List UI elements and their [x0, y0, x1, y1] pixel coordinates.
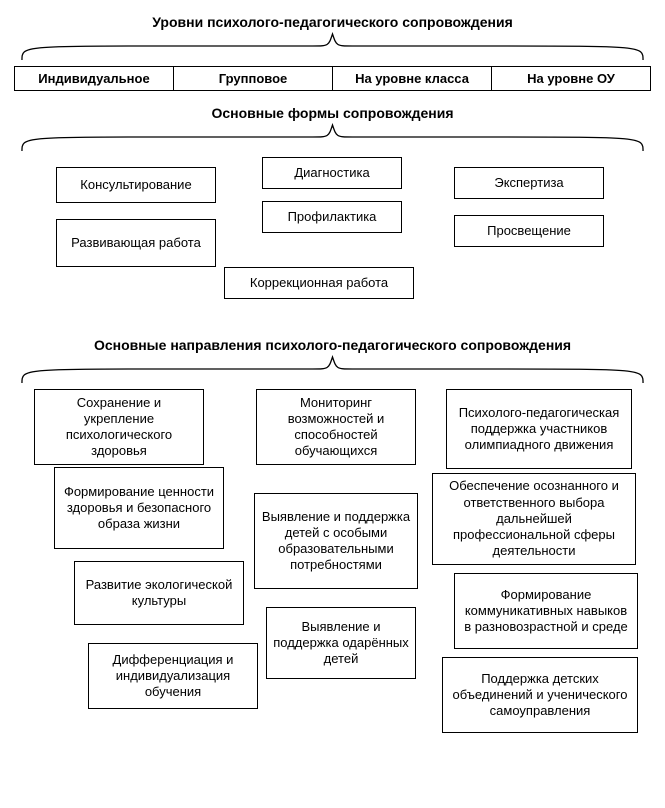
- brace-icon: [14, 123, 651, 153]
- dir-box-6: Выявление и поддержка детей с особыми об…: [254, 493, 418, 589]
- box-correct: Коррекционная работа: [224, 267, 414, 299]
- box-devwork: Развивающая работа: [56, 219, 216, 267]
- directions-zone: Сохранение и укрепление психологического…: [14, 389, 651, 769]
- level-cell-1: Индивидуальное: [15, 67, 174, 90]
- level-cell-2: Групповое: [174, 67, 333, 90]
- dir-box-1: Сохранение и укрепление психологического…: [34, 389, 204, 465]
- forms-zone: Консультирование Развивающая работа Диаг…: [14, 157, 651, 327]
- dir-box-3: Развитие экологической культуры: [74, 561, 244, 625]
- levels-row: Индивидуальное Групповое На уровне класс…: [14, 66, 651, 91]
- dir-box-10: Формирование коммуникативных навыков в р…: [454, 573, 638, 649]
- brace-3: [14, 355, 651, 385]
- dir-box-4: Дифференциация и индивидуализация обучен…: [88, 643, 258, 709]
- dir-box-2: Формирование ценности здоровья и безопас…: [54, 467, 224, 549]
- box-diagnost: Диагностика: [262, 157, 402, 189]
- dir-box-11: Поддержка детских объединений и ученичес…: [442, 657, 638, 733]
- brace-1: [14, 32, 651, 62]
- dir-box-7: Выявление и поддержка одарённых детей: [266, 607, 416, 679]
- section1-title: Уровни психолого-педагогического сопрово…: [14, 14, 651, 30]
- level-cell-3: На уровне класса: [333, 67, 492, 90]
- brace-2: [14, 123, 651, 153]
- box-prophyl: Профилактика: [262, 201, 402, 233]
- dir-box-5: Мониторинг возможностей и способностей о…: [256, 389, 416, 465]
- brace-icon: [14, 32, 651, 62]
- box-enlight: Просвещение: [454, 215, 604, 247]
- section2-title: Основные формы сопровождения: [14, 105, 651, 121]
- box-consult: Консультирование: [56, 167, 216, 203]
- dir-box-8: Психолого-педагогическая поддержка участ…: [446, 389, 632, 469]
- brace-icon: [14, 355, 651, 385]
- level-cell-4: На уровне ОУ: [492, 67, 650, 90]
- section3-title: Основные направления психолого-педагогич…: [14, 337, 651, 353]
- box-expert: Экспертиза: [454, 167, 604, 199]
- dir-box-9: Обеспечение осознанного и ответственного…: [432, 473, 636, 565]
